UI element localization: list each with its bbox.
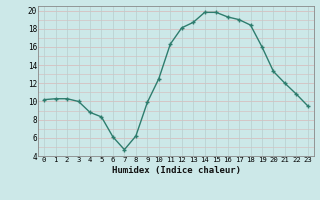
X-axis label: Humidex (Indice chaleur): Humidex (Indice chaleur) (111, 166, 241, 175)
